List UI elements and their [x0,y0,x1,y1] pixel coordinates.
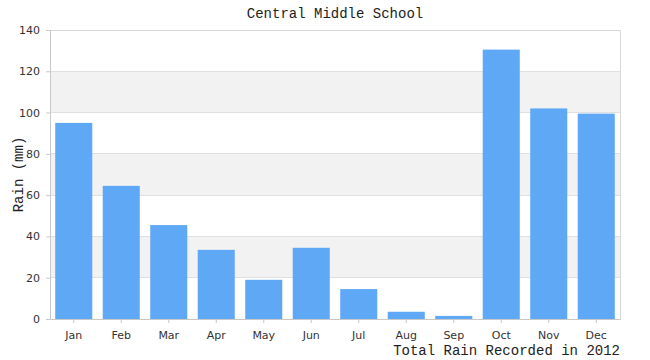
y-tick-label: 20 [26,272,40,285]
y-tick-mark [46,236,50,237]
x-axis-title: Total Rain Recorded in 2012 [393,343,620,359]
x-tick-label: Jul [351,329,365,342]
plot-background [50,30,620,319]
chart-title: Central Middle School [247,6,423,22]
x-tick-mark [121,319,122,323]
x-tick-mark [548,319,549,323]
bar [103,186,140,319]
grid-band [50,71,620,112]
x-tick-mark [216,319,217,323]
x-tick-label: Mar [158,329,179,342]
x-tick: Jul [351,319,365,342]
bar [245,280,282,319]
bar [55,123,92,319]
y-tick-label: 80 [26,148,40,161]
x-tick: Dec [586,319,607,342]
x-tick-mark [358,319,359,323]
x-tick-label: Apr [207,329,227,342]
x-tick: Mar [158,319,179,342]
x-tick-label: Oct [492,329,512,342]
y-tick: 80 [26,148,50,161]
x-axis: Jan Feb Mar Apr May Jun Jul Aug Sep Oct Nov Dec [51,319,621,342]
bar [198,250,235,319]
x-tick-mark [453,319,454,323]
chart-svg: 0 20 40 60 80 100 120 140 Jan Feb Mar Apr May Jun Jul A… [0,0,650,360]
bar [150,225,187,319]
y-tick: 120 [19,65,50,78]
x-tick-label: Jun [302,329,320,342]
x-tick-label: Sep [443,329,464,342]
y-tick-mark [46,113,50,114]
x-tick: Apr [207,319,227,342]
grid-lines [50,30,620,319]
y-tick: 0 [33,313,50,326]
x-tick-label: May [252,329,275,342]
y-tick-label: 140 [19,24,40,37]
x-axis-line [51,319,621,320]
y-tick: 40 [26,230,50,243]
x-tick: Aug [396,319,417,342]
y-tick-label: 0 [33,313,40,326]
chart-container: 0 20 40 60 80 100 120 140 Jan Feb Mar Apr May Jun Jul A… [0,0,650,360]
x-tick-mark [501,319,502,323]
y-tick-mark [46,30,50,31]
bar [293,248,330,319]
x-tick-label: Aug [396,329,417,342]
plot-frame [50,30,620,319]
x-tick-mark [168,319,169,323]
x-tick-mark [73,319,74,323]
y-tick-mark [46,319,50,320]
x-tick-mark [406,319,407,323]
bar [578,114,615,319]
x-tick-label: Nov [538,329,560,342]
bar [340,289,377,319]
bar [388,312,425,319]
y-tick-mark [46,195,50,196]
y-tick-label: 40 [26,230,40,243]
x-tick-label: Feb [112,329,131,342]
x-tick-mark [311,319,312,323]
x-tick-mark [596,319,597,323]
y-axis-title: Rain (mm) [11,137,27,213]
grid-line [50,71,620,72]
y-tick: 60 [26,189,50,202]
y-tick: 100 [19,107,50,120]
x-tick-label: Jan [64,329,82,342]
y-tick-mark [46,278,50,279]
y-tick-label: 100 [19,107,40,120]
x-tick: May [252,319,275,342]
y-tick-label: 120 [19,65,40,78]
x-tick: Oct [492,319,512,342]
y-tick: 140 [19,24,50,37]
y-tick-label: 60 [26,189,40,202]
bar [530,108,567,319]
y-tick-mark [46,71,50,72]
x-tick-mark [263,319,264,323]
bars [55,50,615,319]
x-tick: Sep [443,319,464,342]
plot-area: 0 20 40 60 80 100 120 140 Jan Feb Mar Apr May Jun Jul A… [19,24,621,342]
bar [483,50,520,319]
x-tick-label: Dec [586,329,607,342]
x-tick: Jun [302,319,320,342]
x-tick: Feb [112,319,131,342]
y-tick: 20 [26,272,50,285]
x-tick: Nov [538,319,560,342]
y-tick-mark [46,154,50,155]
x-tick: Jan [64,319,82,342]
y-axis-line [50,31,51,320]
